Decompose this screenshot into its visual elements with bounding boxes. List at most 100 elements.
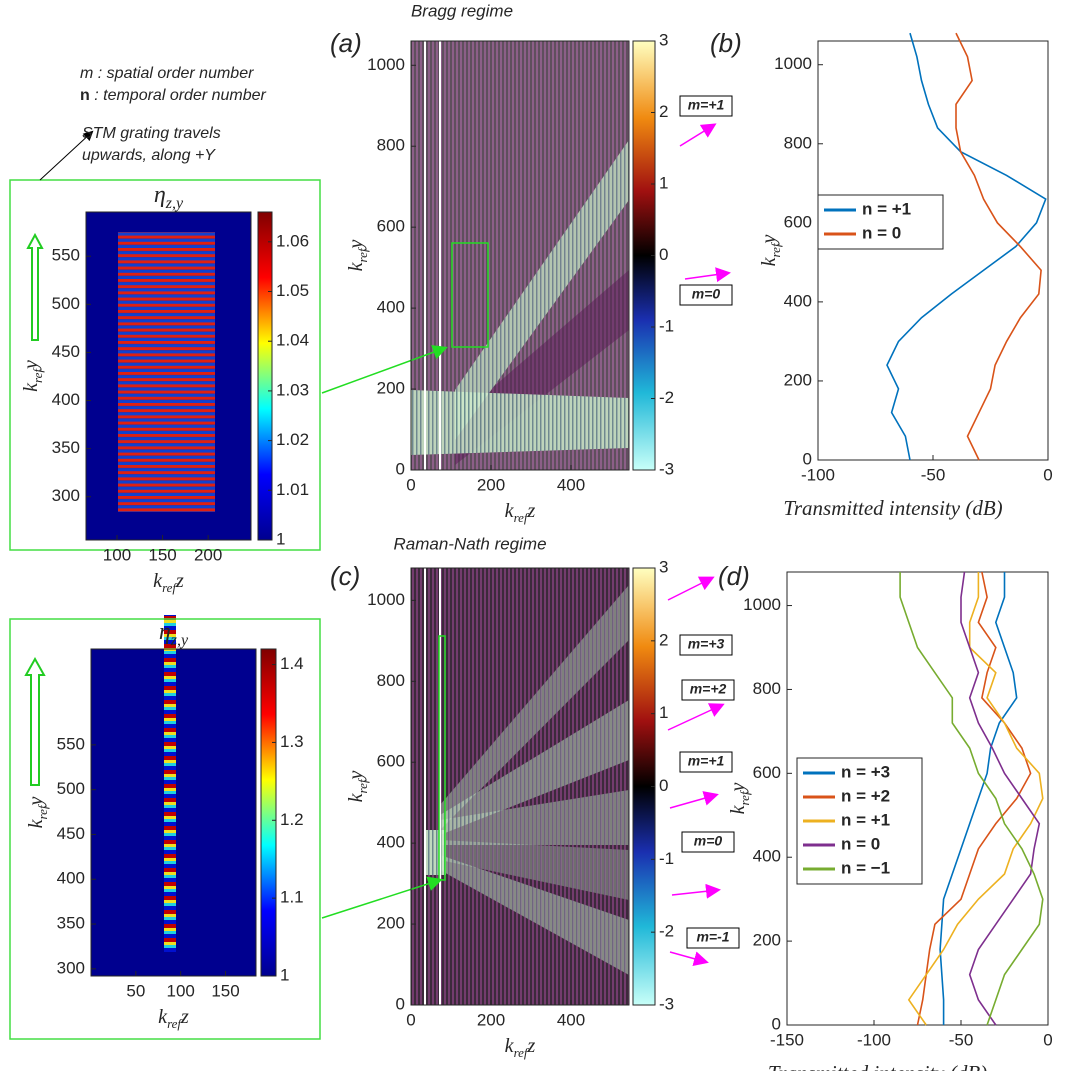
order-label: m=+2 (690, 681, 727, 697)
colorbar-tick-label: 1 (659, 703, 668, 722)
y-tick-label: 600 (784, 212, 812, 231)
y-axis-label-sub: ref (35, 803, 50, 819)
x-tick-label: 0 (1043, 465, 1052, 484)
y-tick-label: 300 (52, 486, 80, 505)
order-label: m=+1 (688, 753, 725, 769)
inset-title-part: η (154, 182, 166, 208)
inset-title-sub: z,y (165, 195, 184, 212)
y-tick-label: 600 (377, 217, 405, 236)
x-axis-label-sub: ref (162, 580, 178, 595)
colorbar-tick-label: 1.02 (276, 430, 309, 449)
y-axis-label-part: k (345, 261, 367, 271)
x-axis-label: krefz (505, 500, 536, 526)
colorbar-tick-label: 1.01 (276, 480, 309, 499)
x-tick-label: -50 (949, 1030, 974, 1049)
panel-label: (c) (330, 561, 360, 591)
inset-title-sub: z,y (170, 632, 189, 649)
y-tick-label: 800 (377, 671, 405, 690)
x-axis-label-part: k (505, 500, 515, 522)
colorbar-tick-label: 1.2 (280, 810, 304, 829)
y-axis-label-part: y (345, 771, 367, 782)
colorbar-tick-label: 0 (659, 776, 668, 795)
legend-label: n = 0 (862, 223, 901, 242)
y-tick-label: 200 (377, 379, 405, 398)
colorbar-tick-label: 1.04 (276, 331, 309, 350)
legend-label: n = +2 (841, 786, 890, 805)
colorbar-tick-label: -2 (659, 388, 674, 407)
y-tick-label: 400 (377, 298, 405, 317)
y-tick-label: 550 (52, 246, 80, 265)
field-image-c (411, 568, 629, 1005)
x-axis-label-part: k (158, 1006, 168, 1028)
axes-frame (90, 648, 257, 977)
stm-note: STM grating travels (82, 125, 221, 142)
panel-label: (b) (710, 28, 742, 58)
y-tick-label: 500 (52, 294, 80, 313)
colorbar-tick-label: -3 (659, 994, 674, 1013)
axes-frame (410, 40, 630, 471)
y-tick-label: 350 (52, 438, 80, 457)
order-label-box (679, 95, 733, 117)
x-axis-label: krefz (505, 1035, 536, 1061)
colorbar-tick-label: 1.03 (276, 380, 309, 399)
x-tick-label: 100 (166, 981, 194, 1000)
y-tick-label: 1000 (367, 590, 405, 609)
y-tick-label: 800 (784, 133, 812, 152)
legend-label: n = 0 (841, 834, 880, 853)
order-label: m=-1 (696, 929, 729, 945)
y-tick-label: 450 (57, 824, 85, 843)
panel-title: Bragg regime (411, 1, 513, 20)
legend-label: n = +1 (841, 810, 890, 829)
y-axis-label-part: k (345, 792, 367, 802)
x-tick-label: 0 (1043, 1030, 1052, 1049)
y-tick-label: 400 (784, 291, 812, 310)
series-line (916, 571, 1032, 1026)
y-axis-label-sub: ref (737, 789, 752, 805)
y-axis-label-sub: ref (768, 241, 783, 257)
colorbar-tick-label: 1 (276, 529, 285, 548)
panel-label: (a) (330, 28, 362, 58)
colorbar-tick-label: 1 (280, 965, 289, 984)
colorbar-tick-label: -1 (659, 316, 674, 335)
x-tick-label: 150 (148, 545, 176, 564)
x-axis-label-part: z (180, 1006, 189, 1028)
colorbar-tick-label: -3 (659, 459, 674, 478)
colorbar-tick-label: 1.4 (280, 654, 304, 673)
axes-frame (817, 40, 1049, 461)
y-axis-label: krefy (345, 240, 371, 272)
x-tick-label: -150 (770, 1030, 804, 1049)
legend-box (817, 194, 944, 250)
x-tick-label: -100 (801, 465, 835, 484)
order-label-box (681, 679, 735, 701)
x-axis-label-part: z (175, 570, 184, 592)
y-tick-label: 0 (772, 1014, 781, 1033)
legend-n: n : temporal order number (80, 87, 267, 104)
axes-frame (85, 211, 252, 541)
legend-label: n = −1 (841, 858, 890, 877)
y-tick-label: 800 (753, 679, 781, 698)
y-tick-label: 400 (753, 847, 781, 866)
y-axis-label: krefy (25, 797, 51, 829)
x-tick-label: 200 (477, 475, 505, 494)
y-tick-label: 200 (784, 370, 812, 389)
series-line (886, 32, 1047, 461)
series-line (939, 572, 1018, 1025)
y-tick-label: 400 (52, 390, 80, 409)
order-label: m=+3 (688, 636, 725, 652)
x-axis-label-part: k (153, 570, 163, 592)
field-image-a (411, 41, 629, 470)
x-tick-label: 100 (103, 545, 131, 564)
series-line (955, 32, 1042, 461)
y-tick-label: 400 (57, 869, 85, 888)
y-axis-label-part: k (20, 382, 42, 392)
y-tick-label: 450 (52, 342, 80, 361)
order-label-box (679, 751, 733, 773)
x-tick-label: 50 (126, 981, 145, 1000)
colorbar-tick-label: -2 (659, 922, 674, 941)
legend-label: n = +1 (862, 199, 911, 218)
inset-title: ηz,y (159, 619, 189, 650)
y-tick-label: 800 (377, 136, 405, 155)
y-axis-label-part: y (727, 783, 749, 794)
y-tick-label: 1000 (367, 55, 405, 74)
